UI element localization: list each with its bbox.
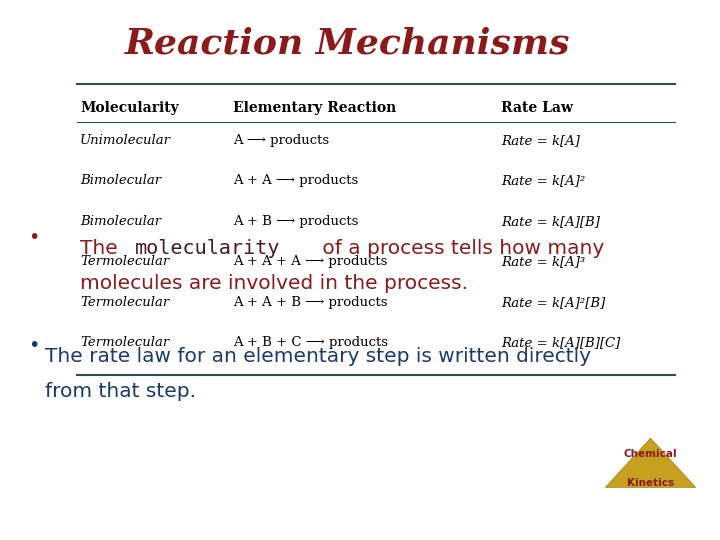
Text: Rate = k[A]²[B]: Rate = k[A]²[B] (501, 296, 606, 309)
Text: The rate law for an elementary step is written directly: The rate law for an elementary step is w… (45, 347, 591, 366)
Text: of a process tells how many: of a process tells how many (316, 239, 605, 258)
Text: A ⟶ products: A ⟶ products (233, 134, 329, 147)
Text: A + A + A ⟶ products: A + A + A ⟶ products (233, 255, 387, 268)
Text: Unimolecular: Unimolecular (80, 134, 171, 147)
Text: molecules are involved in the process.: molecules are involved in the process. (80, 274, 468, 293)
Text: A + B ⟶ products: A + B ⟶ products (233, 215, 359, 228)
Text: Molecularity: Molecularity (80, 101, 179, 115)
Text: A + A + B ⟶ products: A + A + B ⟶ products (233, 296, 387, 309)
Text: A + A ⟶ products: A + A ⟶ products (233, 174, 359, 187)
Text: Rate = k[A]³: Rate = k[A]³ (501, 255, 585, 268)
Text: Rate = k[A]: Rate = k[A] (501, 134, 580, 147)
Text: Termolecular: Termolecular (80, 255, 169, 268)
Text: Bimolecular: Bimolecular (80, 174, 161, 187)
Text: molecularity: molecularity (135, 239, 281, 258)
Text: Rate = k[A][B]: Rate = k[A][B] (501, 215, 600, 228)
Text: Elementary Reaction: Elementary Reaction (233, 101, 396, 115)
Text: A + B + C ⟶ products: A + B + C ⟶ products (233, 336, 388, 349)
Text: •: • (28, 336, 39, 355)
Text: The: The (80, 239, 124, 258)
Text: Reaction Mechanisms: Reaction Mechanisms (125, 26, 571, 60)
Text: Termolecular: Termolecular (80, 296, 169, 309)
Text: from that step.: from that step. (45, 382, 197, 401)
Text: Kinetics: Kinetics (627, 478, 674, 488)
Text: •: • (28, 228, 39, 247)
Text: Rate = k[A]²: Rate = k[A]² (501, 174, 585, 187)
Text: Termolecular: Termolecular (80, 336, 169, 349)
Text: Rate = k[A][B][C]: Rate = k[A][B][C] (501, 336, 620, 349)
Text: Bimolecular: Bimolecular (80, 215, 161, 228)
Text: Chemical: Chemical (624, 449, 678, 458)
Polygon shape (606, 438, 696, 487)
Text: Rate Law: Rate Law (501, 101, 573, 115)
